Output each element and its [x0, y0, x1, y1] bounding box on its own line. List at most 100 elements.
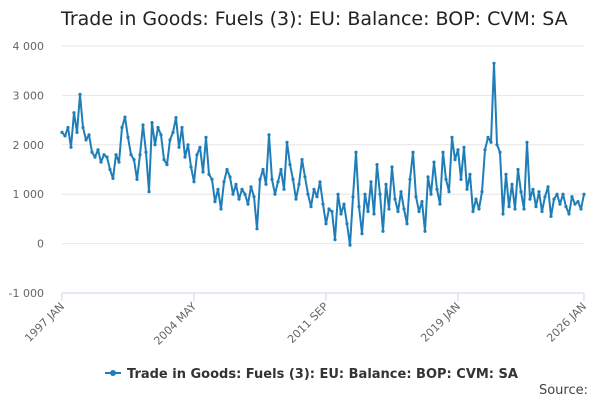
data-point: [513, 207, 517, 211]
x-tick-label: 2019 JAN: [418, 300, 463, 345]
data-point: [282, 187, 286, 191]
data-point: [174, 116, 178, 120]
data-point: [390, 165, 394, 169]
y-tick-label: 3 000: [13, 89, 45, 102]
data-point: [303, 175, 307, 179]
data-point: [501, 212, 505, 216]
data-point: [507, 205, 511, 209]
data-point: [327, 207, 331, 211]
data-point: [108, 167, 112, 172]
data-point: [171, 130, 175, 134]
data-point: [555, 192, 559, 196]
data-point: [321, 202, 325, 206]
data-point: [66, 125, 70, 130]
data-point: [141, 123, 145, 127]
data-point: [348, 243, 352, 247]
data-point: [423, 229, 427, 233]
data-point: [546, 185, 550, 189]
data-point: [78, 92, 82, 96]
data-point: [207, 172, 211, 176]
data-point: [468, 172, 472, 176]
data-point: [378, 192, 382, 196]
data-point: [504, 172, 508, 176]
legend-swatch-marker: [110, 370, 116, 376]
data-point: [447, 190, 451, 194]
data-point: [270, 177, 274, 181]
y-tick-label: -1 000: [9, 287, 44, 300]
data-point: [252, 195, 256, 199]
data-point: [363, 192, 367, 196]
data-point: [372, 212, 376, 216]
data-point: [258, 177, 262, 181]
data-point: [189, 165, 193, 169]
data-point: [369, 180, 373, 184]
data-point: [402, 207, 406, 211]
data-point: [324, 222, 328, 226]
data-point: [111, 176, 115, 180]
data-point: [165, 163, 169, 167]
data-point: [351, 195, 355, 199]
data-point: [438, 202, 442, 206]
data-point: [153, 143, 157, 147]
data-point: [129, 153, 133, 157]
data-point: [564, 205, 568, 209]
data-point: [381, 229, 385, 233]
data-point: [195, 153, 199, 157]
data-point: [411, 150, 415, 154]
data-point: [510, 182, 514, 186]
data-point: [216, 187, 220, 191]
data-point: [156, 125, 160, 130]
data-point: [549, 214, 553, 218]
data-point: [228, 175, 232, 179]
data-point: [285, 140, 289, 144]
data-point: [486, 135, 490, 139]
data-point: [291, 177, 295, 181]
y-tick-label: 0: [37, 238, 44, 251]
data-point: [576, 200, 580, 204]
y-tick-label: 2 000: [13, 139, 45, 152]
data-point: [342, 202, 346, 206]
data-point: [219, 207, 223, 211]
data-point: [243, 192, 247, 196]
data-point: [234, 182, 238, 186]
data-point: [81, 125, 85, 130]
data-point: [519, 190, 523, 194]
data-point: [261, 167, 265, 172]
data-point: [276, 180, 280, 184]
data-point: [306, 192, 310, 196]
data-point: [198, 145, 202, 149]
data-point: [279, 167, 283, 172]
data-point: [525, 140, 529, 144]
data-point: [345, 222, 349, 226]
data-point: [474, 197, 478, 201]
data-point: [63, 134, 67, 138]
data-point: [288, 163, 292, 167]
data-point: [540, 209, 544, 214]
data-point: [384, 182, 388, 186]
data-point: [273, 192, 277, 196]
data-point: [240, 187, 244, 191]
data-point: [543, 195, 547, 199]
data-point: [435, 187, 439, 191]
data-point: [354, 150, 358, 154]
data-point: [69, 145, 73, 149]
data-point: [312, 187, 316, 191]
data-point: [159, 133, 163, 137]
data-point: [441, 150, 445, 154]
data-point: [117, 160, 121, 164]
chart-title: Trade in Goods: Fuels (3): EU: Balance: …: [61, 8, 568, 30]
data-point: [450, 135, 454, 139]
data-point: [414, 195, 418, 199]
data-point: [357, 205, 361, 209]
source-label: Source:: [539, 383, 588, 398]
data-point: [462, 145, 466, 149]
data-point: [426, 175, 430, 179]
data-point: [177, 145, 181, 149]
data-point: [90, 150, 94, 154]
x-tick-label: 2011 SEP: [285, 300, 331, 346]
data-point: [393, 197, 397, 201]
data-point: [453, 158, 457, 162]
data-point: [96, 148, 100, 152]
data-point: [168, 138, 172, 142]
data-point: [87, 133, 91, 137]
